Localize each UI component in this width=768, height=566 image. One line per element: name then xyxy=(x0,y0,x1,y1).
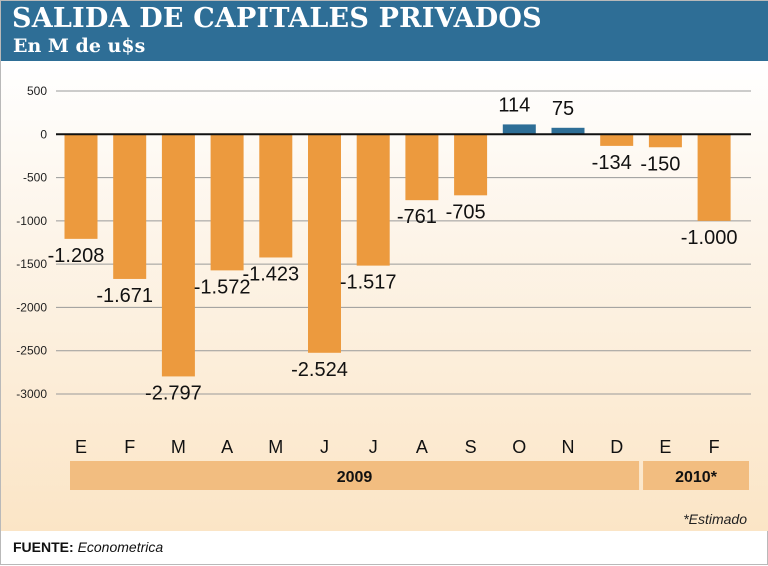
bar xyxy=(161,134,195,377)
year-label: 2009 xyxy=(337,469,373,486)
value-label: -134 xyxy=(592,152,632,174)
bar xyxy=(259,134,293,258)
x-tick-label: D xyxy=(610,437,623,457)
bar xyxy=(405,134,439,201)
y-tick-label: -500 xyxy=(23,171,47,185)
chart-title: SALIDA DE CAPITALES PRIVADOS xyxy=(12,3,542,34)
y-tick-label: 500 xyxy=(27,84,47,98)
bar xyxy=(648,134,682,148)
value-label: 114 xyxy=(498,94,530,116)
value-label: -1.671 xyxy=(96,285,153,307)
value-label: -761 xyxy=(397,206,437,228)
source-label: FUENTE: xyxy=(13,539,74,555)
value-label: -1.208 xyxy=(48,245,105,267)
value-label: -2.524 xyxy=(291,359,348,381)
source-value: Econometrica xyxy=(77,539,164,555)
y-tick-label: -2000 xyxy=(16,300,47,314)
y-tick-label: 0 xyxy=(40,127,47,141)
x-tick-label: O xyxy=(512,437,526,457)
estimado-note: *Estimado xyxy=(683,511,747,527)
value-label: -1.423 xyxy=(242,263,299,285)
bar xyxy=(502,124,536,135)
y-tick-label: -3000 xyxy=(16,387,47,401)
x-tick-label: S xyxy=(465,437,477,457)
bar xyxy=(210,134,244,271)
x-tick-label: E xyxy=(75,437,87,457)
x-tick-label: A xyxy=(416,437,428,457)
value-label: -150 xyxy=(640,153,680,175)
bar xyxy=(454,134,488,196)
y-tick-label: -1500 xyxy=(16,257,47,271)
year-label: 2010* xyxy=(675,469,718,486)
bar xyxy=(600,134,634,146)
y-tick-label: -2500 xyxy=(16,344,47,358)
x-tick-label: N xyxy=(562,437,575,457)
x-tick-label: A xyxy=(221,437,233,457)
bar xyxy=(697,134,731,221)
x-tick-label: M xyxy=(171,437,186,457)
x-tick-label: E xyxy=(659,437,671,457)
bar xyxy=(356,134,390,266)
chart-subtitle: En M de u$s xyxy=(13,35,146,57)
x-tick-label: J xyxy=(369,437,378,457)
y-tick-label: -1000 xyxy=(16,214,47,228)
x-tick-label: J xyxy=(320,437,329,457)
value-label: -705 xyxy=(446,201,486,223)
value-label: -1.517 xyxy=(340,272,397,294)
x-tick-label: F xyxy=(124,437,135,457)
value-label: -1.000 xyxy=(681,227,738,249)
bar xyxy=(308,134,341,353)
bar xyxy=(113,134,147,279)
x-tick-label: F xyxy=(709,437,720,457)
chart-header: SALIDA DE CAPITALES PRIVADOS En M de u$s xyxy=(1,1,768,61)
bar xyxy=(64,134,98,239)
year-band xyxy=(643,461,749,490)
year-band xyxy=(70,461,640,490)
value-label: 75 xyxy=(552,98,574,120)
value-label: -2.797 xyxy=(145,382,202,404)
bar xyxy=(551,127,585,135)
value-label: -1.572 xyxy=(194,276,251,298)
x-tick-label: M xyxy=(268,437,283,457)
source-line: FUENTE: Econometrica xyxy=(13,539,163,555)
